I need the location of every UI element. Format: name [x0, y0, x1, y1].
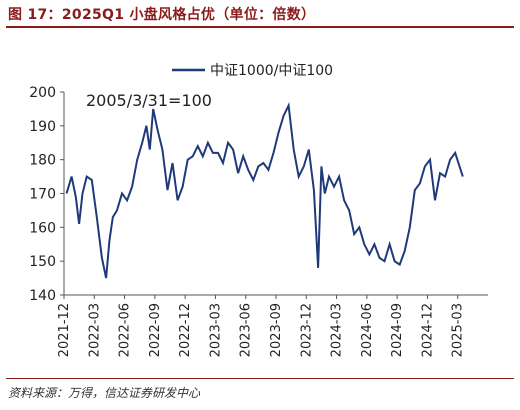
x-axis-ticks: 2021-12 2022-03 2022-06 2022-09 2022-12 2023-… [57, 295, 466, 357]
y-axis-ticks: 140 150 160 170 180 190 200 [29, 85, 64, 304]
x-tick-label: 2024-06 [360, 303, 375, 357]
series-line-csi1000-csi100 [65, 102, 464, 279]
y-tick-label: 150 [29, 254, 56, 270]
y-tick-label: 190 [29, 119, 56, 135]
x-tick-label: 2023-09 [269, 303, 284, 357]
source-rule [6, 378, 514, 379]
y-tick-label: 200 [29, 85, 56, 101]
y-tick-label: 140 [29, 288, 56, 304]
x-tick-label: 2022-03 [87, 303, 102, 357]
x-tick-label: 2023-03 [208, 303, 223, 357]
legend-label: 中证1000/中证100 [210, 63, 333, 79]
x-tick-label: 2025-03 [451, 303, 466, 357]
y-tick-label: 170 [29, 187, 56, 203]
x-tick-label: 2023-06 [239, 303, 254, 357]
y-tick-label: 180 [29, 153, 56, 169]
x-tick-label: 2024-12 [420, 303, 435, 357]
x-tick-label: 2024-09 [390, 303, 405, 357]
chart-annotation: 2005/3/31=100 [86, 91, 212, 110]
figure-title: 图 17：2025Q1 小盘风格占优（单位：倍数） [8, 7, 316, 23]
title-rule [6, 26, 514, 28]
x-tick-label: 2021-12 [57, 303, 72, 357]
x-tick-label: 2024-03 [330, 303, 345, 357]
x-tick-label: 2022-12 [178, 303, 193, 357]
line-chart: 中证1000/中证100 2005/3/31=100 1401501601701… [29, 63, 488, 357]
x-tick-label: 2023-12 [299, 303, 314, 357]
x-tick-label: 2022-06 [118, 303, 133, 357]
y-tick-label: 160 [29, 220, 56, 236]
axes [63, 92, 488, 296]
source-note: 资料来源：万得，信达证券研发中心 [8, 386, 201, 400]
legend: 中证1000/中证100 [172, 63, 333, 79]
x-tick-label: 2022-09 [148, 303, 163, 357]
